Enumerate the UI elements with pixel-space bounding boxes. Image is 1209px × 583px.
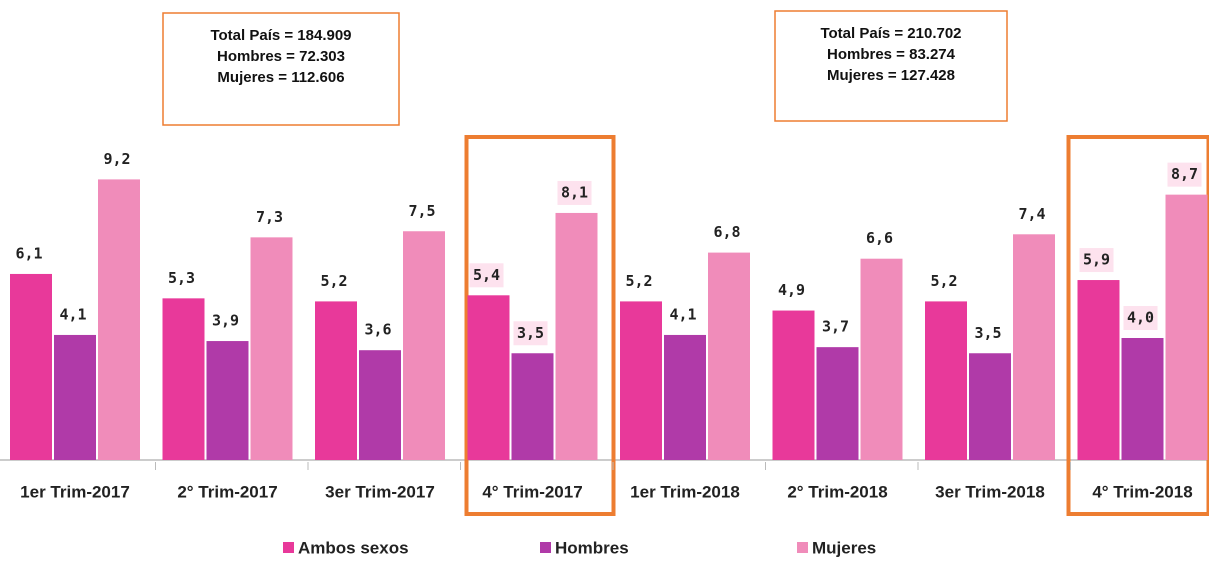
bar <box>1121 338 1164 460</box>
value-label: 3,7 <box>822 318 849 336</box>
bar <box>969 353 1011 460</box>
value-label: 7,5 <box>408 202 435 220</box>
value-label: 5,2 <box>930 272 957 290</box>
value-label: 6,1 <box>15 244 42 262</box>
bar <box>359 350 401 460</box>
annotation-text: Hombres = 83.274 <box>827 46 956 63</box>
bar <box>54 334 96 460</box>
bar <box>162 298 205 460</box>
value-label: 5,4 <box>473 266 500 284</box>
bar <box>206 341 249 460</box>
legend-swatch <box>797 542 808 553</box>
annotation-text: Total País = 184.909 <box>210 27 351 44</box>
x-tick-label: 1er Trim-2018 <box>630 482 740 501</box>
value-label: 9,2 <box>103 150 130 168</box>
bar <box>772 310 815 460</box>
bar <box>315 301 357 460</box>
value-label-bg <box>557 180 592 205</box>
annotation-box <box>162 12 400 126</box>
value-label: 3,6 <box>364 321 391 339</box>
annotation-box <box>774 10 1008 122</box>
value-label-bg <box>513 321 548 346</box>
bar <box>403 231 445 460</box>
bar <box>1013 234 1055 460</box>
x-tick-label: 4° Trim-2017 <box>482 482 582 501</box>
x-tick-label: 1er Trim-2017 <box>20 482 130 501</box>
bar <box>708 252 750 460</box>
value-label: 3,5 <box>517 324 544 342</box>
value-label: 8,1 <box>561 183 588 201</box>
value-label: 3,5 <box>974 324 1001 342</box>
highlight-box <box>464 135 616 516</box>
value-label-bg <box>1079 248 1114 273</box>
value-label: 6,6 <box>866 229 893 247</box>
bar <box>467 295 510 460</box>
bar <box>816 347 859 460</box>
annotation-text: Mujeres = 112.606 <box>217 69 344 86</box>
bar <box>250 237 293 460</box>
bar <box>511 353 554 460</box>
legend-label: Hombres <box>555 538 629 557</box>
legend-swatch <box>540 542 551 553</box>
value-label: 4,1 <box>59 305 86 323</box>
x-tick-label: 4° Trim-2018 <box>1092 482 1192 501</box>
bar <box>925 301 967 460</box>
bar <box>10 273 52 460</box>
value-label: 6,8 <box>713 223 740 241</box>
bar <box>664 334 706 460</box>
annotation-text: Hombres = 72.303 <box>217 48 345 65</box>
value-label: 4,1 <box>669 305 696 323</box>
value-label: 5,9 <box>1083 251 1110 269</box>
value-label-bg <box>1167 162 1202 187</box>
value-label: 7,4 <box>1018 205 1045 223</box>
value-label: 7,3 <box>256 208 283 226</box>
value-label: 4,9 <box>778 281 805 299</box>
value-label-bg <box>469 263 504 288</box>
bar <box>1165 194 1208 460</box>
x-tick-label: 2° Trim-2017 <box>177 482 277 501</box>
value-label: 3,9 <box>212 312 239 330</box>
value-label: 5,2 <box>320 272 347 290</box>
annotation-text: Mujeres = 127.428 <box>827 67 955 84</box>
value-label: 5,3 <box>168 269 195 287</box>
legend-label: Ambos sexos <box>298 538 409 557</box>
value-label-bg <box>1123 306 1158 330</box>
value-label: 8,7 <box>1171 165 1198 183</box>
x-tick-label: 3er Trim-2017 <box>325 482 435 501</box>
value-label: 5,2 <box>625 272 652 290</box>
bar <box>555 212 598 460</box>
bar <box>1077 280 1120 460</box>
value-label: 4,0 <box>1127 309 1154 327</box>
annotation-text: Total País = 210.702 <box>820 25 961 42</box>
x-tick-label: 3er Trim-2018 <box>935 482 1045 501</box>
legend-label: Mujeres <box>812 538 876 557</box>
legend-swatch <box>283 542 294 553</box>
bar <box>98 179 140 460</box>
x-tick-label: 2° Trim-2018 <box>787 482 887 501</box>
bar <box>860 258 903 460</box>
bar <box>620 301 662 460</box>
